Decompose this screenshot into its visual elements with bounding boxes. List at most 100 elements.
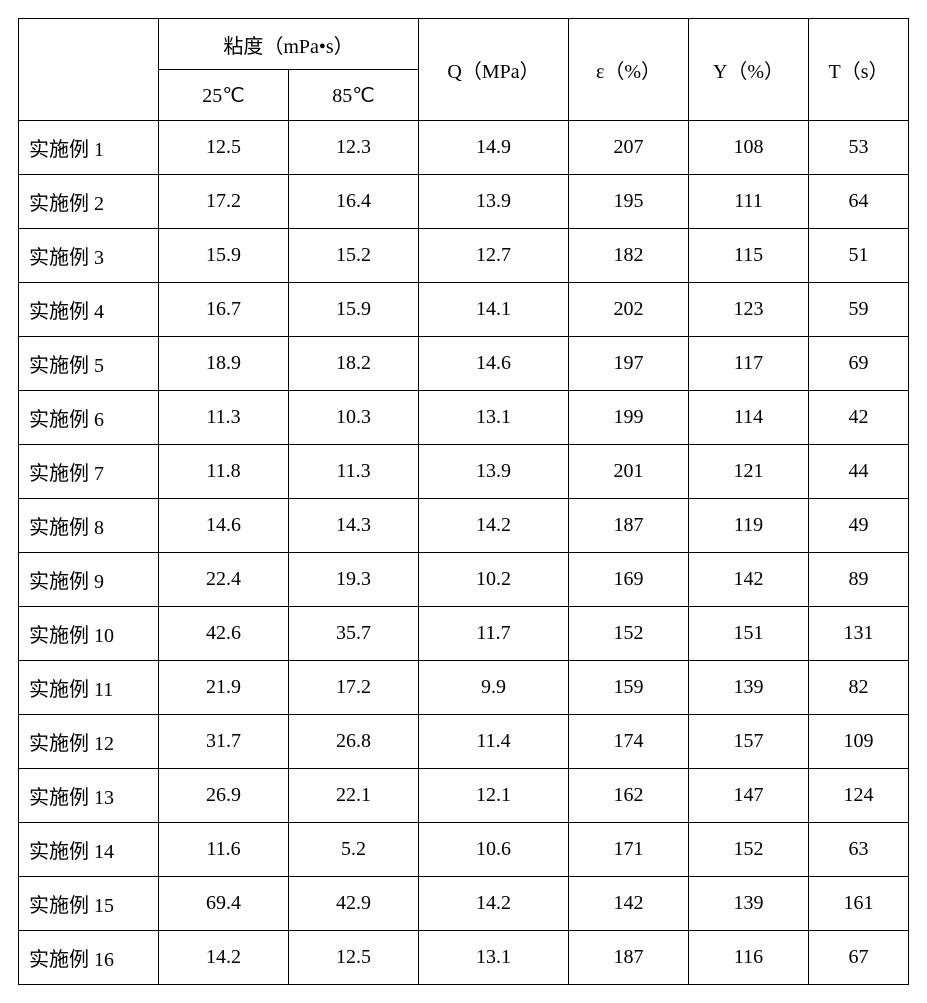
header-viscosity-group: 粘度（mPa•s） xyxy=(159,19,419,70)
cell-y: 116 xyxy=(689,931,809,985)
row-label: 实施例 15 xyxy=(19,877,159,931)
row-label: 实施例 10 xyxy=(19,607,159,661)
cell-q: 13.9 xyxy=(419,175,569,229)
row-label: 实施例 11 xyxy=(19,661,159,715)
cell-q: 13.9 xyxy=(419,445,569,499)
cell-q: 14.6 xyxy=(419,337,569,391)
cell-q: 10.2 xyxy=(419,553,569,607)
cell-y: 115 xyxy=(689,229,809,283)
cell-visc-85: 12.3 xyxy=(289,121,419,175)
cell-q: 11.4 xyxy=(419,715,569,769)
cell-visc-25: 11.6 xyxy=(159,823,289,877)
cell-q: 14.9 xyxy=(419,121,569,175)
cell-t: 69 xyxy=(809,337,909,391)
table-row: 实施例 1326.922.112.1162147124 xyxy=(19,769,909,823)
table-row: 实施例 112.512.314.920710853 xyxy=(19,121,909,175)
cell-t: 44 xyxy=(809,445,909,499)
cell-visc-85: 15.2 xyxy=(289,229,419,283)
header-y: Y（%） xyxy=(689,19,809,121)
table-row: 实施例 315.915.212.718211551 xyxy=(19,229,909,283)
cell-eps: 197 xyxy=(569,337,689,391)
cell-eps: 174 xyxy=(569,715,689,769)
cell-y: 123 xyxy=(689,283,809,337)
cell-visc-25: 11.8 xyxy=(159,445,289,499)
table-header: 粘度（mPa•s） Q（MPa） ε（%） Y（%） T（s） 25℃ 85℃ xyxy=(19,19,909,121)
cell-t: 124 xyxy=(809,769,909,823)
cell-t: 42 xyxy=(809,391,909,445)
cell-t: 161 xyxy=(809,877,909,931)
row-label: 实施例 6 xyxy=(19,391,159,445)
cell-visc-85: 16.4 xyxy=(289,175,419,229)
cell-visc-25: 21.9 xyxy=(159,661,289,715)
cell-q: 10.6 xyxy=(419,823,569,877)
cell-eps: 182 xyxy=(569,229,689,283)
cell-q: 13.1 xyxy=(419,931,569,985)
cell-q: 11.7 xyxy=(419,607,569,661)
cell-t: 89 xyxy=(809,553,909,607)
table-row: 实施例 518.918.214.619711769 xyxy=(19,337,909,391)
row-label: 实施例 8 xyxy=(19,499,159,553)
cell-q: 12.1 xyxy=(419,769,569,823)
cell-y: 157 xyxy=(689,715,809,769)
cell-visc-25: 22.4 xyxy=(159,553,289,607)
row-label: 实施例 9 xyxy=(19,553,159,607)
table-row: 实施例 711.811.313.920112144 xyxy=(19,445,909,499)
cell-t: 53 xyxy=(809,121,909,175)
cell-t: 109 xyxy=(809,715,909,769)
cell-y: 119 xyxy=(689,499,809,553)
cell-eps: 159 xyxy=(569,661,689,715)
table-row: 实施例 922.419.310.216914289 xyxy=(19,553,909,607)
cell-visc-25: 42.6 xyxy=(159,607,289,661)
cell-q: 14.1 xyxy=(419,283,569,337)
cell-visc-25: 16.7 xyxy=(159,283,289,337)
cell-eps: 187 xyxy=(569,931,689,985)
cell-eps: 207 xyxy=(569,121,689,175)
cell-visc-25: 17.2 xyxy=(159,175,289,229)
cell-visc-85: 14.3 xyxy=(289,499,419,553)
cell-q: 14.2 xyxy=(419,877,569,931)
cell-q: 13.1 xyxy=(419,391,569,445)
table-row: 实施例 416.715.914.120212359 xyxy=(19,283,909,337)
table-row: 实施例 814.614.314.218711949 xyxy=(19,499,909,553)
header-blank xyxy=(19,19,159,121)
cell-q: 9.9 xyxy=(419,661,569,715)
cell-visc-25: 14.2 xyxy=(159,931,289,985)
cell-eps: 195 xyxy=(569,175,689,229)
cell-visc-85: 15.9 xyxy=(289,283,419,337)
header-t: T（s） xyxy=(809,19,909,121)
row-label: 实施例 12 xyxy=(19,715,159,769)
cell-visc-25: 31.7 xyxy=(159,715,289,769)
cell-visc-25: 18.9 xyxy=(159,337,289,391)
header-eps: ε（%） xyxy=(569,19,689,121)
cell-visc-85: 5.2 xyxy=(289,823,419,877)
cell-visc-25: 12.5 xyxy=(159,121,289,175)
cell-eps: 199 xyxy=(569,391,689,445)
cell-eps: 142 xyxy=(569,877,689,931)
header-q: Q（MPa） xyxy=(419,19,569,121)
cell-y: 139 xyxy=(689,661,809,715)
row-label: 实施例 16 xyxy=(19,931,159,985)
row-label: 实施例 14 xyxy=(19,823,159,877)
data-table: 粘度（mPa•s） Q（MPa） ε（%） Y（%） T（s） 25℃ 85℃ … xyxy=(18,18,909,985)
cell-visc-85: 22.1 xyxy=(289,769,419,823)
cell-eps: 162 xyxy=(569,769,689,823)
cell-y: 114 xyxy=(689,391,809,445)
cell-t: 49 xyxy=(809,499,909,553)
table-row: 实施例 1614.212.513.118711667 xyxy=(19,931,909,985)
cell-eps: 152 xyxy=(569,607,689,661)
row-label: 实施例 2 xyxy=(19,175,159,229)
cell-visc-85: 35.7 xyxy=(289,607,419,661)
cell-y: 147 xyxy=(689,769,809,823)
cell-t: 51 xyxy=(809,229,909,283)
cell-visc-25: 15.9 xyxy=(159,229,289,283)
table-body: 实施例 112.512.314.920710853实施例 217.216.413… xyxy=(19,121,909,985)
row-label: 实施例 7 xyxy=(19,445,159,499)
cell-q: 12.7 xyxy=(419,229,569,283)
cell-visc-25: 11.3 xyxy=(159,391,289,445)
cell-eps: 201 xyxy=(569,445,689,499)
cell-visc-85: 26.8 xyxy=(289,715,419,769)
row-label: 实施例 4 xyxy=(19,283,159,337)
table-row: 实施例 1042.635.711.7152151131 xyxy=(19,607,909,661)
cell-t: 59 xyxy=(809,283,909,337)
cell-y: 152 xyxy=(689,823,809,877)
